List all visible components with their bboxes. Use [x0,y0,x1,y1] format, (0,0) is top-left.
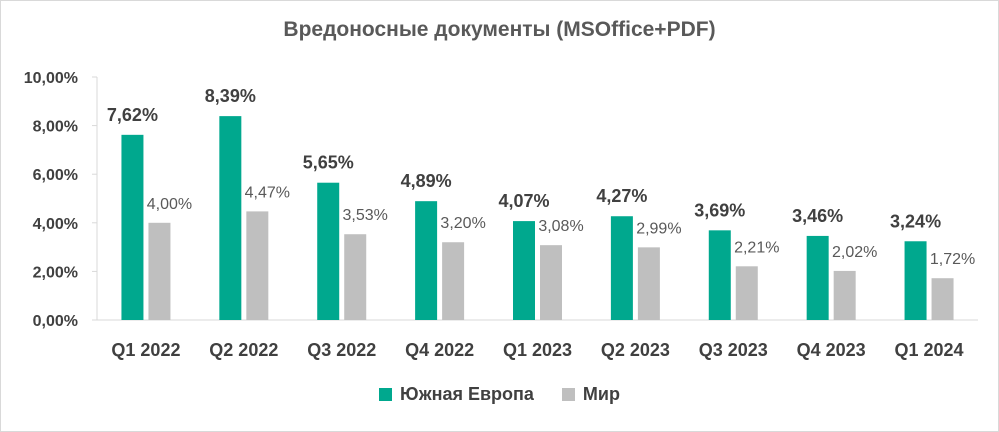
data-label-world: 2,02% [832,244,877,261]
y-tick-label: 10,00% [24,70,78,87]
y-tick-label: 0,00% [33,313,78,330]
legend-swatch-world [561,388,575,401]
bar-world [637,247,660,320]
bar-world [148,222,171,320]
bar-world [931,278,954,320]
data-label-southern-europe: 7,62% [107,105,158,125]
data-label-world: 3,08% [538,218,583,235]
x-tick-label: Q1 2023 [503,340,572,360]
bar-world [833,270,856,320]
legend-item-world: Мир [561,384,620,405]
x-tick-label: Q4 2023 [797,340,866,360]
y-tick-label: 4,00% [33,216,78,233]
bar-southern-europe [904,241,927,320]
bar-southern-europe [610,216,633,320]
data-label-world: 4,00% [147,196,192,213]
bar-world [442,242,465,320]
data-label-world: 2,21% [734,239,779,256]
data-label-southern-europe: 4,89% [401,171,452,191]
bar-world [540,245,562,320]
bar-world [246,211,269,320]
legend-item-southern-europe: Южная Европа [379,384,534,405]
x-tick-label: Q1 2024 [895,340,964,360]
data-label-world: 2,99% [636,220,681,237]
x-tick-label: Q2 2023 [601,340,670,360]
x-tick-label: Q3 2023 [699,340,768,360]
legend-swatch-southern-europe [379,388,393,401]
legend-label-southern-europe: Южная Европа [400,384,534,404]
legend-label-world: Мир [582,384,620,404]
data-label-world: 3,20% [440,215,485,232]
chart-title: Вредоносные документы (MSOffice+PDF) [283,18,716,41]
y-tick-label: 2,00% [33,264,78,281]
data-label-southern-europe: 4,07% [498,191,549,211]
data-label-world: 3,53% [343,207,388,224]
data-label-world: 1,72% [930,251,975,268]
data-label-world: 4,47% [245,184,290,201]
bar-southern-europe [708,230,731,320]
bar-world [735,266,758,320]
y-tick-label: 6,00% [33,167,78,184]
bar-southern-europe [121,134,144,320]
data-label-southern-europe: 5,65% [303,153,354,173]
data-label-southern-europe: 8,39% [205,86,256,106]
bar-world [344,234,367,320]
data-label-southern-europe: 3,69% [694,200,745,220]
bar-southern-europe [806,235,829,320]
bar-southern-europe [513,221,535,320]
x-tick-label: Q3 2022 [307,340,376,360]
bar-southern-europe [317,182,340,320]
data-label-southern-europe: 3,46% [792,206,843,226]
x-tick-label: Q2 2022 [209,340,278,360]
data-label-southern-europe: 4,27% [596,186,647,206]
bar-southern-europe [219,116,242,320]
bar-southern-europe [415,201,438,320]
x-tick-label: Q4 2022 [405,340,474,360]
y-tick-label: 8,00% [33,119,78,136]
legend: Южная Европа Мир [0,384,999,405]
data-label-southern-europe: 3,24% [890,211,941,231]
x-tick-label: Q1 2022 [111,340,180,360]
